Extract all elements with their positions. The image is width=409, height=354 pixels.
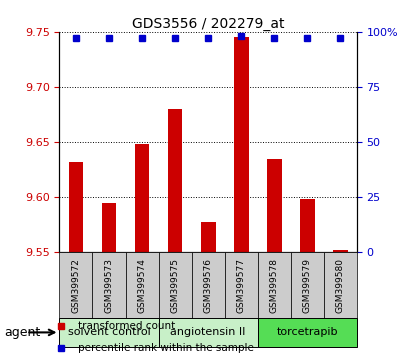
Bar (125, 252, 158, 318)
Bar (59, 318, 158, 347)
Text: agent: agent (4, 326, 40, 339)
Bar (257, 318, 356, 347)
Text: angiotensin II: angiotensin II (170, 327, 245, 337)
Text: GSM399580: GSM399580 (335, 258, 344, 313)
Text: GSM399573: GSM399573 (104, 258, 113, 313)
Bar (290, 252, 323, 318)
Title: GDS3556 / 202279_at: GDS3556 / 202279_at (132, 17, 283, 31)
Bar (101, 203, 116, 252)
Bar (224, 252, 257, 318)
Text: GSM399572: GSM399572 (71, 258, 80, 313)
Bar (167, 109, 182, 252)
Text: GSM399575: GSM399575 (170, 258, 179, 313)
Bar (68, 162, 83, 252)
Bar (59, 252, 92, 318)
Bar (266, 159, 281, 252)
Bar (299, 199, 314, 252)
Text: torcetrapib: torcetrapib (276, 327, 337, 337)
Text: GSM399576: GSM399576 (203, 258, 212, 313)
Text: GSM399578: GSM399578 (269, 258, 278, 313)
Bar (332, 250, 347, 252)
Bar (134, 144, 149, 252)
Bar (233, 38, 248, 252)
Text: GSM399574: GSM399574 (137, 258, 146, 313)
Text: solvent control: solvent control (67, 327, 150, 337)
Bar (158, 252, 191, 318)
Text: GSM399577: GSM399577 (236, 258, 245, 313)
Text: transformed count: transformed count (78, 320, 175, 331)
Bar (191, 252, 224, 318)
Text: GSM399579: GSM399579 (302, 258, 311, 313)
Text: percentile rank within the sample: percentile rank within the sample (78, 343, 253, 353)
Bar (323, 252, 356, 318)
Bar (200, 222, 215, 252)
Bar (257, 252, 290, 318)
Bar (158, 318, 257, 347)
Bar (92, 252, 125, 318)
